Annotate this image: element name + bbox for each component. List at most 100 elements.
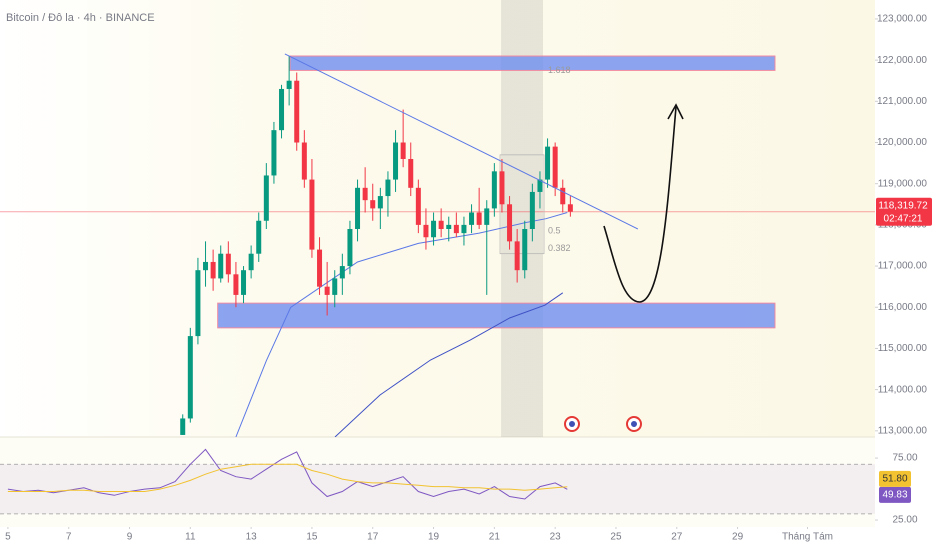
y-tick-label: 25.00 <box>892 515 917 526</box>
x-tick-label: 25 <box>610 532 622 543</box>
candle-body <box>507 204 513 242</box>
candle-body <box>514 241 520 271</box>
x-tick-label: 21 <box>489 532 501 543</box>
candle-body <box>241 270 247 295</box>
chart-title: Bitcoin / Đô la · 4h · BINANCE <box>6 12 155 24</box>
x-tick-label: 7 <box>66 532 72 543</box>
x-tick-label: 19 <box>428 532 440 543</box>
y-tick-label: 114,000.00 <box>878 384 928 395</box>
x-tick-label: 27 <box>671 532 683 543</box>
candle-body <box>377 196 383 209</box>
candle-body <box>438 220 444 230</box>
x-tick-label: 11 <box>185 532 196 543</box>
candle-body <box>347 229 353 267</box>
candle-body <box>324 286 330 295</box>
candle-body <box>415 187 421 225</box>
candle-body <box>469 212 475 225</box>
moving-average <box>334 292 564 437</box>
axes: 113,000.00 114,000.00 115,000.00 116,000.00… <box>5 14 932 543</box>
candle-body <box>294 80 300 143</box>
price-zone <box>289 55 776 71</box>
y-tick-label: 122,000.00 <box>877 55 927 66</box>
last-value-box <box>879 486 911 503</box>
event-icons <box>564 416 642 432</box>
candle-body <box>567 204 573 212</box>
y-tick-label: 75.00 <box>892 453 917 464</box>
candle-body <box>301 142 307 180</box>
candle-body <box>286 80 292 89</box>
y-tick-label: 116,000.00 <box>878 302 928 313</box>
candle-body <box>522 229 528 271</box>
y-tick-label: 113,000.00 <box>878 425 928 436</box>
rsi-pane <box>0 437 875 527</box>
y-tick-label: 120,000.00 <box>877 137 927 148</box>
y-tick-label: 117,000.00 <box>878 261 928 272</box>
candle-body <box>499 171 505 205</box>
x-tick-label: 9 <box>127 532 133 543</box>
rsi-line <box>7 463 568 492</box>
x-tick-label: 15 <box>306 532 318 543</box>
x-tick-label: 5 <box>5 532 11 543</box>
candle-body <box>529 191 535 230</box>
trendline <box>284 53 639 230</box>
candle-body <box>317 249 323 287</box>
candle-body <box>431 220 437 238</box>
y-tick-label: 119,000.00 <box>878 178 928 189</box>
x-tick-label: 13 <box>246 532 258 543</box>
candle-body <box>233 274 239 295</box>
candle-body <box>423 224 429 238</box>
last-price-label: 118,319.72 <box>878 200 928 211</box>
candle-body <box>393 142 399 180</box>
candle-body <box>225 253 231 275</box>
candle-body <box>203 261 209 271</box>
last-value-label: 51.80 <box>882 473 907 484</box>
candle-body <box>180 418 186 435</box>
rsi-plot <box>0 448 875 515</box>
candle-body <box>446 224 452 230</box>
arrow-head <box>667 103 684 120</box>
candle-body <box>385 179 391 197</box>
candle-body <box>545 146 551 180</box>
main-plot: 1.618 0.5 0.382 <box>0 0 875 437</box>
moving-average <box>235 212 568 437</box>
candle-body <box>355 187 361 230</box>
rsi-band <box>0 464 875 514</box>
fib-label: 0.382 <box>548 243 571 253</box>
y-tick-label: 115,000.00 <box>878 343 928 354</box>
fib-label: 1.618 <box>548 65 571 75</box>
x-tick-label: 29 <box>732 532 744 543</box>
candle-body <box>362 187 368 201</box>
last-price-box <box>876 197 932 226</box>
candle-body <box>218 253 224 279</box>
candle-body <box>210 261 216 279</box>
x-tick-label: Tháng Tám <box>782 532 833 543</box>
candle-body <box>461 224 467 234</box>
candle-body <box>263 175 269 221</box>
candle-body <box>453 224 459 234</box>
candle-body <box>491 171 497 209</box>
countdown-label: 02:47:21 <box>884 213 923 224</box>
candle-body <box>560 187 566 205</box>
fib-label: 0.5 <box>548 225 561 235</box>
candle-body <box>339 266 345 279</box>
candle-body <box>370 200 376 209</box>
main-pane <box>0 0 875 437</box>
candle-body <box>195 270 201 337</box>
candle-body <box>552 146 558 188</box>
last-value-box <box>879 470 911 487</box>
candle-body <box>400 142 406 159</box>
candle-body <box>256 220 262 254</box>
y-tick-label: 123,000.00 <box>877 14 927 25</box>
candle-body <box>537 179 543 192</box>
candle-body <box>408 158 414 188</box>
x-tick-label: 17 <box>367 532 379 543</box>
candle-body <box>279 88 285 131</box>
candle-body <box>476 212 482 225</box>
candle-body <box>187 336 193 419</box>
price-zone <box>217 302 776 329</box>
candle-body <box>332 278 338 295</box>
rsi-line <box>7 448 568 500</box>
candle-body <box>484 208 490 225</box>
candle-body <box>271 130 277 176</box>
event-icon-dot <box>631 421 637 427</box>
